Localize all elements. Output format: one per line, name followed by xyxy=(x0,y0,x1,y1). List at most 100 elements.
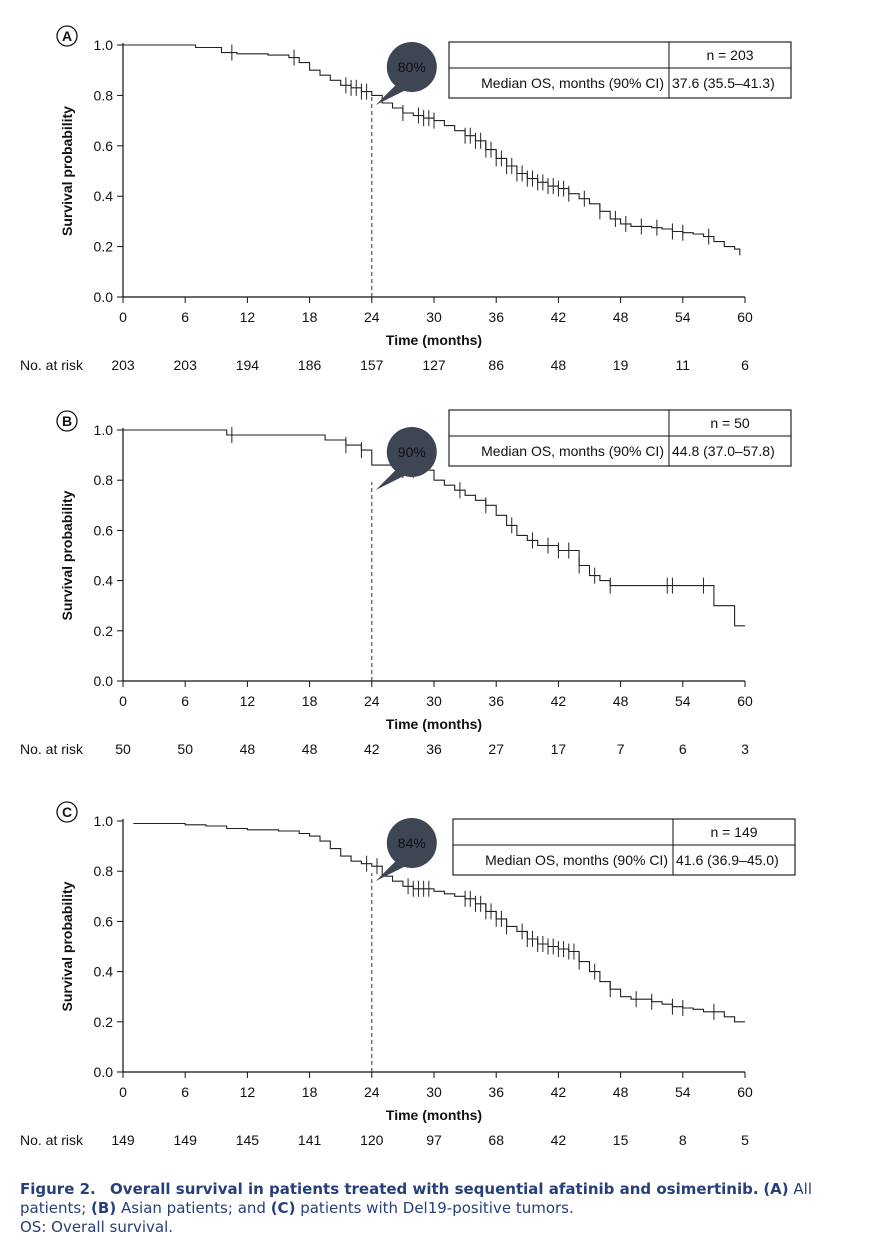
callout-bubble: 90% xyxy=(375,427,437,490)
caption-figure-label: Figure 2. xyxy=(20,1180,96,1198)
callout-text: 80% xyxy=(398,59,426,75)
risk-count: 6 xyxy=(741,357,749,373)
risk-count: 145 xyxy=(236,1132,260,1148)
x-axis-label: Time (months) xyxy=(386,332,482,348)
risk-count: 11 xyxy=(676,357,691,373)
x-tick-label: 0 xyxy=(119,309,127,325)
x-tick-label: 36 xyxy=(488,309,504,325)
x-tick-label: 12 xyxy=(240,309,256,325)
y-tick-label: 0.8 xyxy=(94,87,114,103)
risk-count: 17 xyxy=(551,741,567,757)
caption-part-c-text: patients with Del19-positive tumors. xyxy=(300,1199,574,1217)
risk-label: No. at risk xyxy=(20,741,84,757)
x-axis-label: Time (months) xyxy=(386,716,482,732)
x-tick-label: 54 xyxy=(675,693,691,709)
caption-abbreviation: OS: Overall survival. xyxy=(20,1218,174,1236)
x-tick-label: 0 xyxy=(119,693,127,709)
x-tick-label: 42 xyxy=(551,309,567,325)
x-tick-label: 36 xyxy=(488,1084,504,1100)
risk-count: 48 xyxy=(302,741,318,757)
risk-count: 68 xyxy=(488,1132,504,1148)
x-tick-label: 36 xyxy=(488,693,504,709)
y-tick-label: 0.4 xyxy=(94,188,114,204)
risk-count: 3 xyxy=(741,741,749,757)
panel-a: A 0.0 0.2 0.4 0.6 0.8 1.0 0 6 12 18 24 30 36 42 48 54 60 T… xyxy=(20,25,792,373)
risk-count: 7 xyxy=(617,741,625,757)
x-tick-label: 30 xyxy=(426,693,442,709)
y-tick-label: 0.6 xyxy=(94,138,114,154)
risk-count: 141 xyxy=(298,1132,322,1148)
panel-b: B0.00.20.40.60.81.00 6 12 18 24 30 36 42 48 54 60T… xyxy=(20,409,792,757)
risk-label: No. at risk xyxy=(20,1132,84,1148)
x-tick-label: 30 xyxy=(426,1084,442,1100)
y-tick-label: 0.2 xyxy=(94,1014,114,1030)
figure-canvas: A0.00.20.40.60.81.00 6 12 18 24 30 36 42 48 54 60T… xyxy=(20,25,796,1148)
x-tick-label: 48 xyxy=(613,309,629,325)
risk-count: 19 xyxy=(613,357,629,373)
median-os-table: n = 149 Median OS, months (90% CI) 41.6 (3… xyxy=(452,818,796,876)
table-header: n = 149 xyxy=(710,824,757,840)
x-tick-label: 18 xyxy=(302,693,318,709)
y-axis-label: Survival probability xyxy=(59,881,75,1011)
x-tick-label: 0 xyxy=(119,1084,127,1100)
x-tick-label: 42 xyxy=(551,1084,567,1100)
y-tick-label: 0.6 xyxy=(94,522,114,538)
callout-circle xyxy=(386,818,437,868)
median-os-table: n = 203 Median OS, months (90% CI) 37.6 (3… xyxy=(448,41,792,99)
x-tick-label: 24 xyxy=(364,309,380,325)
caption-part-a-text: All patients; xyxy=(20,1180,813,1217)
x-tick-label: 18 xyxy=(302,1084,318,1100)
table-row-label: Median OS, months (90% CI) xyxy=(485,852,668,868)
panel-label: C xyxy=(62,804,72,820)
panel-c: C 0.0 0.2 0.4 0.6 0.8 1.0 0 6 12 18 24 30 36 42 48 54 60 T… xyxy=(20,801,796,1148)
callout-circle xyxy=(386,42,437,92)
x-tick-label: 60 xyxy=(737,1084,753,1100)
risk-count: 48 xyxy=(240,741,256,757)
risk-count: 194 xyxy=(236,357,260,373)
table-header: n = 203 xyxy=(706,47,753,63)
y-tick-label: 0.0 xyxy=(94,673,114,689)
risk-count: 5 xyxy=(741,1132,749,1148)
y-axis-label: Survival probability xyxy=(59,490,75,620)
callout-text: 84% xyxy=(398,835,426,851)
x-tick-label: 60 xyxy=(737,309,753,325)
risk-count: 6 xyxy=(679,741,687,757)
y-tick-label: 0.0 xyxy=(94,1064,114,1080)
risk-count: 42 xyxy=(551,1132,567,1148)
y-tick-label: 0.4 xyxy=(94,573,114,589)
panel-label: B xyxy=(62,413,72,429)
y-tick-label: 1.0 xyxy=(94,37,114,53)
risk-count: 149 xyxy=(174,1132,198,1148)
y-axis-label: Survival probability xyxy=(59,106,75,236)
y-tick-label: 0.8 xyxy=(94,472,114,488)
risk-count: 149 xyxy=(111,1132,135,1148)
caption-part-b-text: Asian patients; and xyxy=(120,1199,266,1217)
x-tick-label: 30 xyxy=(426,309,442,325)
risk-count: 15 xyxy=(613,1132,629,1148)
x-tick-label: 54 xyxy=(675,309,691,325)
risk-count: 157 xyxy=(360,357,384,373)
panel-label-circle xyxy=(56,801,78,823)
x-tick-label: 6 xyxy=(181,309,189,325)
caption-part-c-label: (C) xyxy=(270,1199,296,1217)
panel-label-circle xyxy=(56,410,78,432)
x-tick-label: 24 xyxy=(364,693,380,709)
x-axis-label: Time (months) xyxy=(386,1107,482,1123)
x-tick-label: 48 xyxy=(613,1084,629,1100)
callout-text: 90% xyxy=(398,444,426,460)
table-header: n = 50 xyxy=(710,415,750,431)
risk-count: 120 xyxy=(360,1132,384,1148)
caption-part-b-label: (B) xyxy=(91,1199,117,1217)
risk-count: 8 xyxy=(679,1132,687,1148)
table-row-value: 37.6 (35.5–41.3) xyxy=(672,75,775,91)
callout-bubble: 80% xyxy=(375,42,437,105)
x-tick-label: 18 xyxy=(302,309,318,325)
table-row-label: Median OS, months (90% CI) xyxy=(481,75,664,91)
callout-circle xyxy=(386,427,437,477)
x-tick-label: 6 xyxy=(181,1084,189,1100)
risk-count: 42 xyxy=(364,741,380,757)
x-tick-label: 12 xyxy=(240,693,256,709)
y-tick-label: 1.0 xyxy=(94,813,114,829)
panel-label-circle xyxy=(56,25,78,47)
caption-title: Overall survival in patients treated wit… xyxy=(110,1180,759,1198)
